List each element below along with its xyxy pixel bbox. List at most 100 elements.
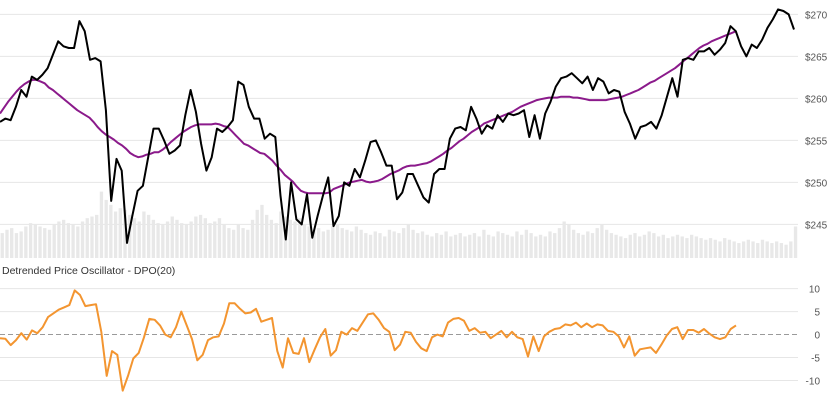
price-lines (0, 8, 795, 244)
volume-bar (491, 236, 495, 258)
volume-bar (619, 236, 623, 258)
volume-bar (708, 238, 713, 258)
price-gridlines (0, 13, 798, 225)
sma-line (0, 30, 737, 195)
volume-bar (203, 218, 207, 258)
volume-bar (671, 236, 675, 258)
volume-bar (236, 224, 241, 258)
volume-bar (392, 231, 396, 258)
volume-bar (123, 209, 127, 258)
dpo-tick-label: 5 (814, 308, 820, 319)
volume-bar (109, 204, 113, 258)
volume-bar (751, 241, 755, 258)
volume-bar (165, 221, 170, 258)
volume-bar (198, 214, 203, 258)
price-tick-label: $255 (805, 136, 828, 147)
dpo-lines (0, 289, 737, 392)
price-line (0, 8, 795, 244)
volume-bar (180, 223, 184, 258)
volume-bar (543, 236, 547, 258)
volume-bar (246, 229, 250, 258)
volume-bar (723, 238, 727, 258)
volume-bar (66, 223, 71, 258)
volume-bar (175, 219, 179, 258)
volume-bar (387, 229, 392, 258)
volume-bar (383, 236, 387, 258)
volume-bar (628, 234, 632, 258)
volume-bar (170, 216, 174, 258)
volume-bar (524, 229, 529, 258)
volume-bar (633, 233, 637, 258)
price-tick-label: $260 (805, 94, 828, 105)
dpo-tick-label: -10 (806, 377, 821, 388)
volume-bar (293, 221, 297, 258)
volume-bar (80, 221, 85, 258)
volume-bar (520, 234, 524, 258)
volume-bar (609, 233, 614, 258)
volume-bar (359, 229, 363, 258)
volume-bar (61, 219, 66, 258)
volume-bar (118, 208, 122, 258)
volume-bar (5, 229, 9, 258)
volume-bar (453, 234, 458, 258)
volume-bar (411, 229, 415, 258)
volume-bar (534, 236, 538, 258)
volume-bar (302, 224, 307, 258)
volume-bar (774, 241, 779, 258)
volume-bar (486, 234, 491, 258)
volume-bar (90, 216, 94, 258)
volume-bar (43, 228, 47, 258)
volume-bar (194, 216, 198, 258)
volume-bar (623, 238, 628, 258)
volume-bar (642, 234, 647, 258)
volume-bar (298, 218, 302, 258)
volume-bar (137, 221, 141, 258)
volume-bar (576, 233, 580, 258)
volume-bar (737, 243, 741, 258)
volume-bar (213, 221, 217, 258)
volume-bar (14, 233, 19, 258)
volume-bar (354, 226, 359, 258)
volume-bar (227, 228, 231, 258)
volume-bar (548, 231, 552, 258)
volume-bar (142, 211, 146, 258)
volume-bar (472, 233, 477, 258)
dpo-line (0, 289, 737, 392)
dpo-axis: -10 -5 0 5 10 (806, 285, 821, 388)
volume-bar (316, 228, 321, 258)
volume-bar (95, 214, 99, 258)
volume-bar (156, 223, 160, 258)
price-tick-label: $245 (805, 220, 828, 231)
volume-bar (146, 214, 151, 258)
volume-bar (151, 219, 156, 258)
volume-bar (0, 233, 4, 258)
volume-bar (279, 211, 283, 258)
volume-bar (113, 211, 118, 258)
volume-bar (685, 238, 689, 258)
volume-bar (331, 226, 335, 258)
volume-bar (373, 231, 377, 258)
volume-bar (364, 233, 368, 258)
volume-bar (458, 233, 462, 258)
volume-bar (274, 223, 278, 258)
volume-bar (656, 236, 661, 258)
volume-bar (52, 224, 56, 258)
volume-bar (401, 228, 406, 258)
volume-bar (439, 234, 444, 258)
volume-bar (76, 226, 80, 258)
price-tick-label: $265 (805, 52, 828, 63)
volume-bar (595, 228, 599, 258)
volume-bar (416, 233, 420, 258)
volume-bar (265, 214, 269, 258)
volume-bar (770, 243, 774, 258)
volume-bar (666, 238, 670, 258)
volume-bar (288, 219, 292, 258)
volume-bar (789, 241, 793, 258)
volume-bar (704, 239, 708, 258)
volume-bar (614, 234, 618, 258)
volume-bar (746, 239, 750, 258)
volume-bar (132, 218, 137, 258)
volume-bar (765, 241, 769, 258)
volume-bar (99, 191, 104, 258)
volume-bar (406, 224, 411, 258)
